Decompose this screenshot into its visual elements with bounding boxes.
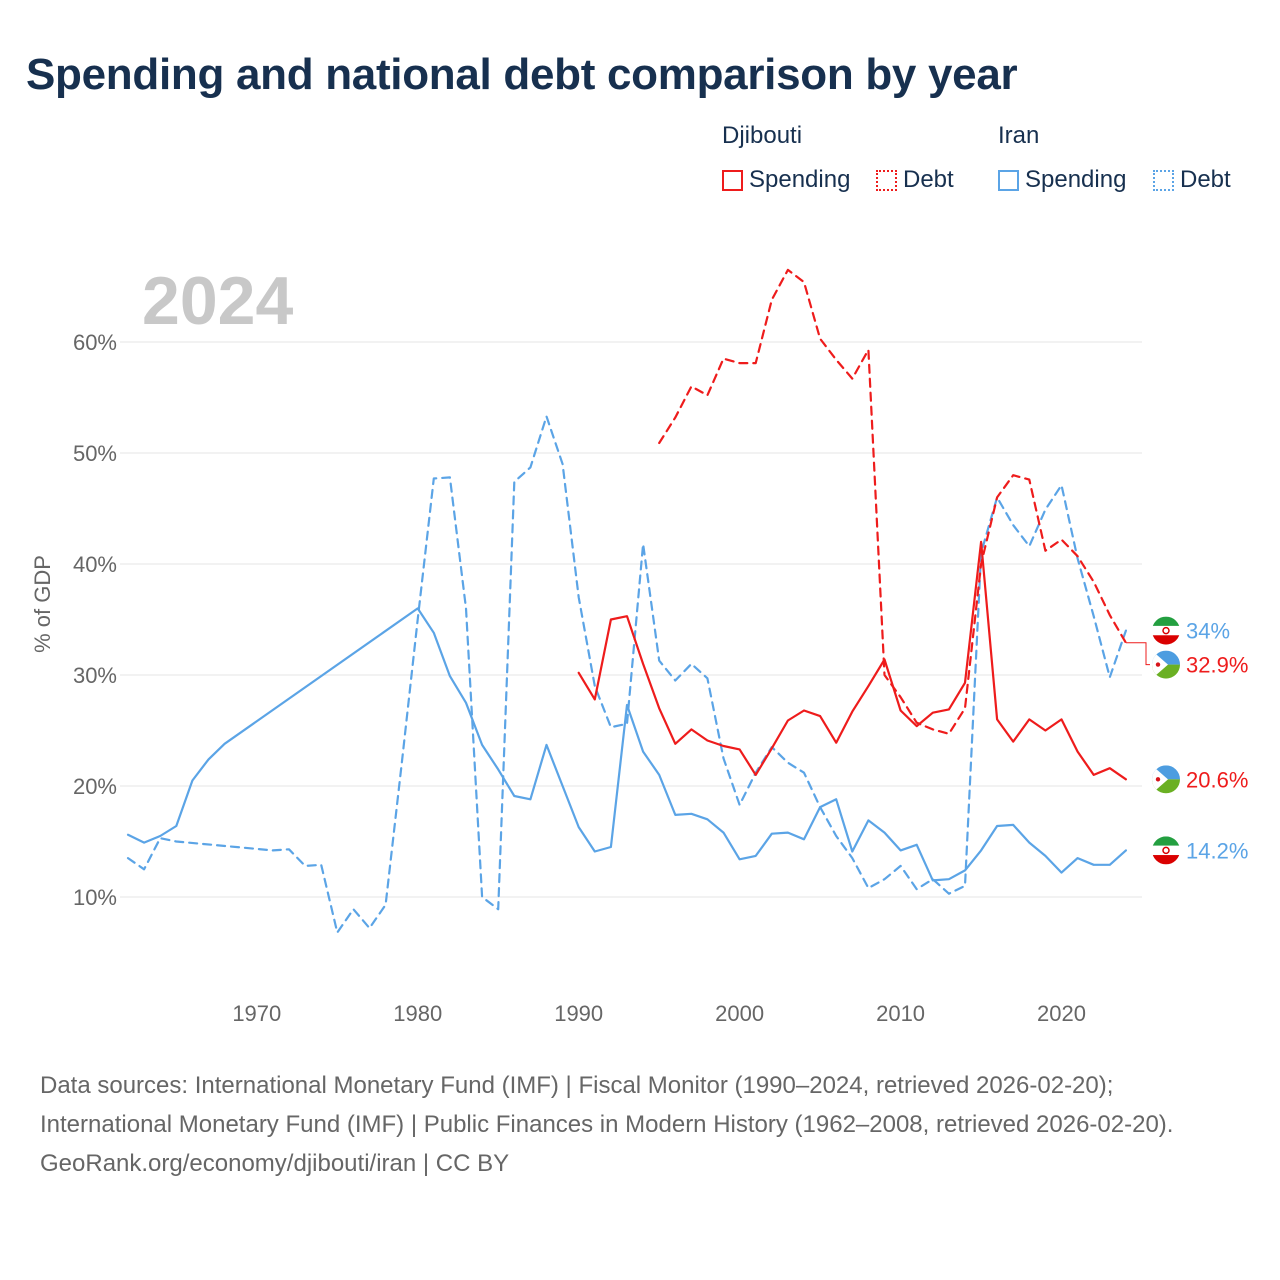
y-axis-label: % of GDP	[30, 555, 55, 653]
y-tick-label: 10%	[73, 885, 117, 910]
y-axis-ticks: 10% 20% 30% 40% 50% 60%	[73, 330, 117, 910]
iran-flag-icon	[1152, 616, 1180, 645]
series-line-iran-debt	[126, 415, 1128, 934]
legend-item-djibouti-spending[interactable]: Spending	[722, 166, 850, 194]
footer: Data sources: International Monetary Fun…	[40, 1066, 1240, 1183]
end-label-djibouti-debt: 32.9%	[1186, 653, 1248, 678]
end-label-iran-spending: 14.2%	[1186, 838, 1248, 863]
series-line-iran-spending	[126, 607, 1128, 882]
leader-line	[1125, 642, 1150, 666]
end-marker-iran-debt: 34%	[1152, 616, 1230, 645]
x-tick-label: 2010	[876, 1001, 925, 1026]
legend-group-djibouti: Djibouti	[722, 122, 803, 149]
legend-label-djibouti-debt: Debt	[903, 166, 954, 193]
legend-label-djibouti-spending: Spending	[749, 166, 851, 193]
y-tick-label: 30%	[73, 663, 117, 688]
end-label-iran-debt: 34%	[1186, 619, 1230, 644]
djibouti-flag-icon	[1152, 650, 1180, 679]
attribution-link[interactable]: GeoRank.org/economy/djibouti/iran | CC B…	[40, 1150, 510, 1177]
legend-item-djibouti-debt[interactable]: Debt	[876, 166, 954, 194]
legend-swatch-djibouti-spending	[722, 169, 743, 191]
series-line-djibouti-spending	[577, 540, 1128, 781]
x-tick-label: 1990	[554, 1001, 603, 1026]
year-label: 2024	[142, 263, 293, 339]
gridlines	[120, 341, 1142, 898]
legend-swatch-djibouti-debt	[876, 169, 897, 191]
end-marker-iran-spending: 14.2%	[1152, 836, 1248, 865]
legend-swatch-iran-spending	[998, 169, 1019, 191]
legend-label-iran-debt: Debt	[1180, 166, 1231, 193]
line-chart: 2024 % of GDP 10% 20% 30% 40% 50% 60% 1970 198…	[30, 263, 1248, 1026]
x-tick-label: 1980	[393, 1001, 442, 1026]
end-label-djibouti-spending: 20.6%	[1186, 767, 1248, 792]
legend-swatch-iran-debt	[1153, 169, 1174, 191]
legend-label-iran-spending: Spending	[1025, 166, 1127, 193]
y-tick-label: 40%	[73, 552, 117, 577]
legend-group-iran: Iran	[998, 122, 1040, 149]
series-lines	[126, 268, 1128, 934]
legend: Djibouti Spending Debt Iran Spending Deb…	[0, 122, 1280, 202]
end-markers: 34% 32.9% 20.6% 14.2%	[1125, 616, 1248, 865]
x-axis-ticks: 1970 1980 1990 2000 2010 2020	[232, 1001, 1086, 1026]
djibouti-flag-icon	[1152, 765, 1180, 794]
end-marker-djibouti-spending: 20.6%	[1152, 765, 1248, 794]
iran-flag-icon	[1152, 836, 1180, 865]
y-tick-label: 50%	[73, 441, 117, 466]
data-sources-note: Data sources: International Monetary Fun…	[40, 1072, 1174, 1138]
legend-item-iran-debt[interactable]: Debt	[1153, 166, 1231, 194]
chart-title: Spending and national debt comparison by…	[26, 50, 1018, 99]
y-tick-label: 20%	[73, 774, 117, 799]
series-line-djibouti-debt	[658, 268, 1128, 735]
x-tick-label: 2000	[715, 1001, 764, 1026]
x-tick-label: 1970	[232, 1001, 281, 1026]
x-tick-label: 2020	[1037, 1001, 1086, 1026]
legend-item-iran-spending[interactable]: Spending	[998, 166, 1126, 194]
end-marker-djibouti-debt: 32.9%	[1125, 642, 1248, 679]
y-tick-label: 60%	[73, 330, 117, 355]
